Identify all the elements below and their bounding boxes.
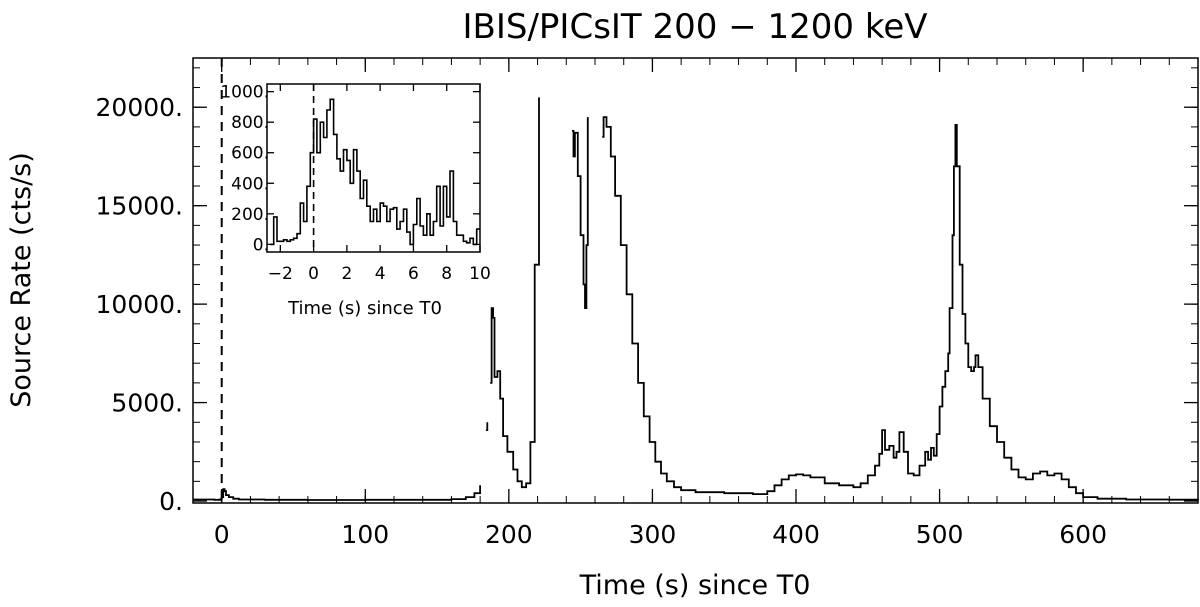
main-series-line — [490, 97, 540, 489]
inset-y-tick-label: 0. — [253, 235, 269, 255]
main-series-line — [485, 422, 489, 431]
inset-y-tick-label: 200. — [231, 205, 269, 225]
main-x-tick-label: 100 — [341, 520, 389, 549]
main-series-line — [572, 117, 589, 309]
main-x-tick-label: 400 — [772, 520, 820, 549]
inset-x-tick-label: 2 — [341, 264, 352, 284]
inset-x-tick-label: 6 — [408, 264, 419, 284]
chart-title: IBIS/PICsIT 200 − 1200 keV — [463, 7, 928, 47]
inset-y-tick-label: 400. — [231, 174, 269, 194]
inset-x-axis: −2 0 2 4 6 8 10 — [268, 84, 491, 284]
main-y-tick-label: 5000. — [111, 389, 183, 418]
inset-y-axis: 0. 200. 400. 600. 800. 1000. — [220, 83, 480, 255]
inset-x-tick-label: −2 — [268, 264, 293, 284]
main-series-line — [602, 116, 1199, 501]
inset-plot: −2 0 2 4 6 8 10 0. 200. 400. 600. 800. 1000. Time (… — [220, 83, 490, 319]
main-series-line — [193, 485, 481, 501]
main-y-axis-title: Source Rate (cts/s) — [6, 152, 37, 408]
main-x-axis-title: Time (s) since T0 — [579, 570, 811, 601]
main-x-tick-label: 300 — [629, 520, 677, 549]
main-x-tick-label: 200 — [485, 520, 533, 549]
main-x-axis: 0 100 200 300 400 500 600 — [192, 58, 1199, 549]
inset-y-tick-label: 1000. — [220, 83, 269, 103]
inset-x-axis-title: Time (s) since T0 — [287, 298, 442, 319]
main-plot: 0 100 200 300 400 500 600 0.5000.10000.15000.2… — [6, 57, 1199, 601]
inset-y-tick-label: 600. — [231, 144, 269, 164]
inset-series — [270, 98, 480, 246]
inset-x-tick-label: 10 — [469, 264, 491, 284]
inset-x-tick-label: 4 — [375, 264, 386, 284]
inset-y-tick-label: 800. — [231, 113, 269, 133]
inset-x-tick-label: 0 — [308, 264, 319, 284]
main-x-tick-label: 500 — [916, 520, 964, 549]
main-y-tick-label: 0. — [159, 487, 183, 516]
inset-series-line — [270, 98, 480, 246]
inset-plot-frame — [266, 83, 481, 253]
main-y-tick-label: 20000. — [96, 93, 183, 122]
main-x-tick-label: 0 — [214, 520, 230, 549]
inset-x-tick-label: 8 — [441, 264, 452, 284]
main-y-tick-label: 10000. — [96, 290, 183, 319]
main-y-tick-label: 15000. — [96, 192, 183, 221]
main-x-tick-label: 600 — [1059, 520, 1107, 549]
main-y-axis: 0. 5000. 10000. 15000. 20000. — [96, 67, 1198, 516]
main-series — [193, 97, 1199, 501]
main-plot-frame — [192, 57, 1199, 504]
